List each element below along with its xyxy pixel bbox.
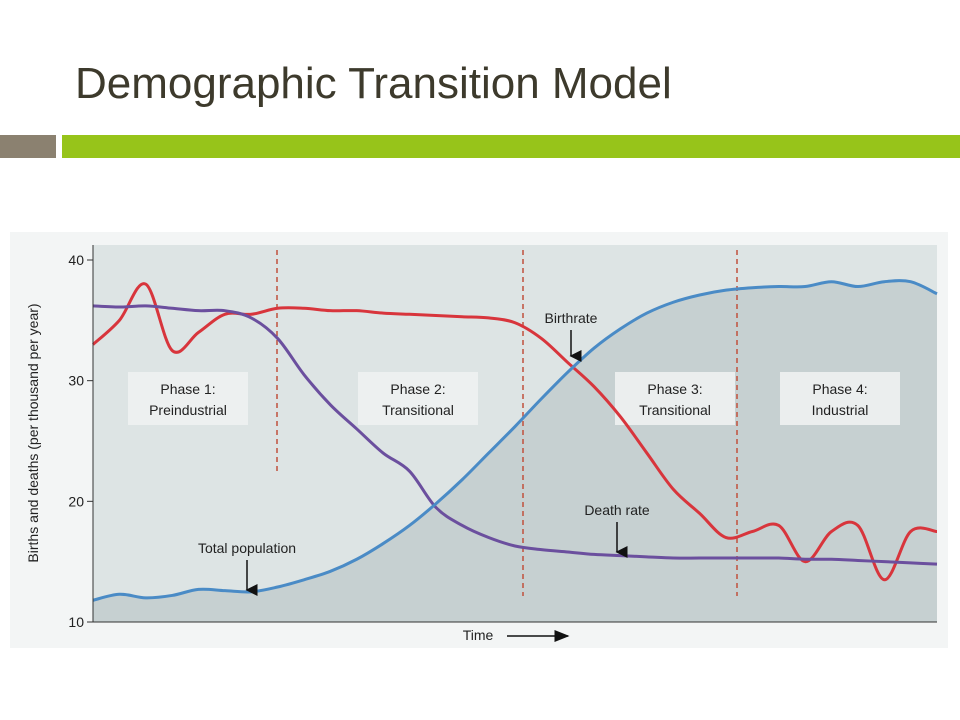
phase-name: Preindustrial xyxy=(149,402,227,418)
phase-box xyxy=(128,372,248,425)
phase-title: Phase 2: xyxy=(390,381,445,397)
series-line xyxy=(91,282,938,582)
phase-title: Phase 1: xyxy=(160,381,215,397)
accent-bar xyxy=(62,135,960,158)
series-line xyxy=(92,279,938,602)
y-tick-label: 20 xyxy=(68,493,84,509)
series-line xyxy=(92,304,938,566)
phase-title: Phase 4: xyxy=(812,381,867,397)
phase-box xyxy=(780,372,900,425)
phase-title: Phase 3: xyxy=(647,381,702,397)
phase-name: Transitional xyxy=(382,402,454,418)
x-axis-label: Time xyxy=(463,627,494,643)
slide-title: Demographic Transition Model xyxy=(75,59,672,108)
phase-name: Transitional xyxy=(639,402,711,418)
phase-boxes: Phase 1: Preindustrial Phase 2: Transitiona… xyxy=(128,372,900,425)
annotation: Death rate xyxy=(584,502,650,518)
lines xyxy=(91,279,938,602)
y-axis-label: Births and deaths (per thousand per year… xyxy=(25,303,41,562)
y-tick-label: 10 xyxy=(68,614,84,630)
y-tick-label: 30 xyxy=(68,373,84,389)
y-tick-label: 40 xyxy=(68,252,84,268)
annotation: Total population xyxy=(198,540,296,556)
annotation: Birthrate xyxy=(545,310,598,326)
accent-bar xyxy=(0,135,56,158)
phase-name: Industrial xyxy=(812,402,869,418)
phase-box xyxy=(358,372,478,425)
phase-box xyxy=(615,372,735,425)
